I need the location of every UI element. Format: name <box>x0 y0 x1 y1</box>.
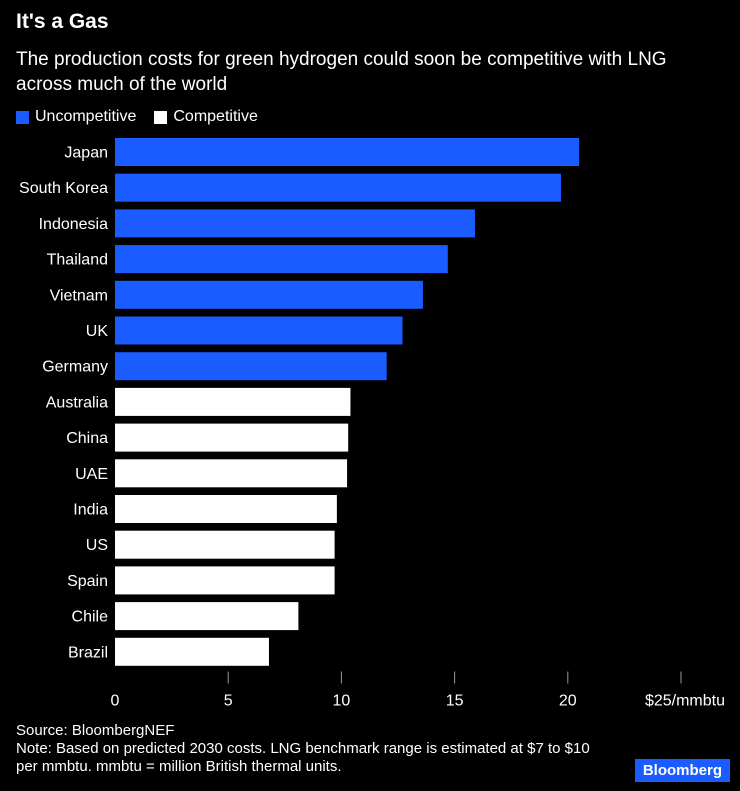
bar-brazil <box>115 637 269 666</box>
x-tick-label: 0 <box>111 693 120 710</box>
category-label: South Korea <box>19 180 108 197</box>
category-label: India <box>73 502 108 519</box>
category-label: Spain <box>67 573 108 590</box>
category-label: Germany <box>42 359 108 376</box>
bar-germany <box>115 352 387 381</box>
category-label: Brazil <box>68 644 108 661</box>
category-label: Australia <box>46 394 108 411</box>
category-label: Indonesia <box>39 216 108 233</box>
category-label: US <box>86 537 108 554</box>
bar-china <box>115 423 349 452</box>
legend-item-competitive: Competitive <box>154 108 258 126</box>
legend: Uncompetitive Competitive <box>16 108 258 126</box>
bar-japan <box>115 138 580 166</box>
bar-spain <box>115 566 335 595</box>
bar-uae <box>115 459 348 488</box>
category-label: Chile <box>72 609 109 626</box>
bar-chart: Japan South Korea Indonesia Thailand Vietnam… <box>19 138 725 710</box>
footnote: Note: Based on predicted 2030 costs. LNG… <box>16 740 590 775</box>
x-tick-label: 5 <box>224 693 233 710</box>
category-label: UAE <box>75 466 108 483</box>
x-tick-label: 15 <box>446 693 464 710</box>
category-label: China <box>66 430 108 447</box>
legend-label-uncompetitive: Uncompetitive <box>35 108 137 125</box>
category-label: Thailand <box>47 252 108 269</box>
bar-indonesia <box>115 209 475 238</box>
source-note: Source: BloombergNEF <box>16 722 175 739</box>
legend-item-uncompetitive: Uncompetitive <box>16 108 136 126</box>
bloomberg-logo: Bloomberg <box>634 759 730 782</box>
x-tick-label: $25/mmbtu <box>645 693 725 710</box>
bar-india <box>115 495 337 523</box>
bar-us <box>115 530 335 559</box>
bar-vietnam <box>115 280 423 309</box>
category-label: UK <box>86 323 109 340</box>
legend-swatch-uncompetitive <box>16 110 29 124</box>
bar-chile <box>115 602 299 631</box>
legend-swatch-competitive <box>154 110 168 124</box>
bar-south-korea <box>115 173 562 202</box>
chart-title: It's a Gas <box>16 10 109 33</box>
footer: Source: BloombergNEF Note: Based on pred… <box>16 722 606 776</box>
category-label: Japan <box>64 145 108 162</box>
chart-subtitle: The production costs for green hydrogen … <box>16 49 667 95</box>
x-tick-label: 10 <box>333 693 351 710</box>
bar-australia <box>115 387 351 416</box>
bar-uk <box>115 316 403 345</box>
legend-label-competitive: Competitive <box>173 108 258 125</box>
category-label: Vietnam <box>50 287 108 304</box>
x-tick-label: 20 <box>559 693 577 710</box>
bar-thailand <box>115 245 448 274</box>
